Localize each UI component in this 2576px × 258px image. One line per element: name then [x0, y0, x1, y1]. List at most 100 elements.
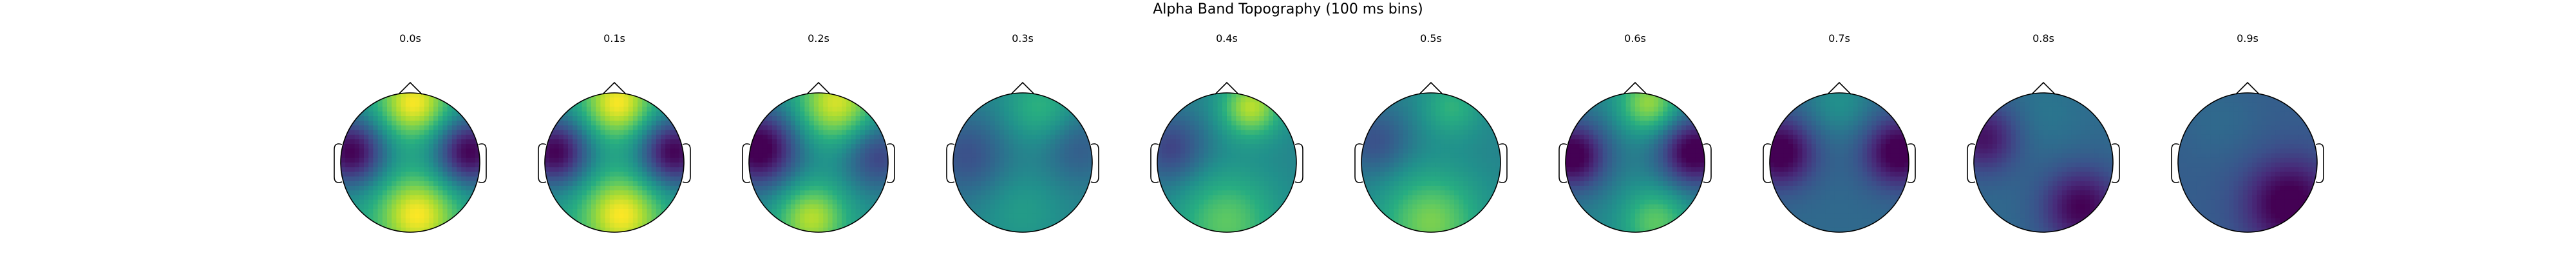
heatmap-cell	[1189, 121, 1195, 126]
heatmap-cell	[470, 102, 476, 108]
heatmap-cell	[1157, 218, 1162, 224]
heatmap-cell	[1208, 204, 1213, 210]
heatmap-cell	[661, 111, 666, 117]
heatmap-cell	[1064, 199, 1070, 205]
heatmap-cell	[1421, 125, 1427, 131]
heatmap-cell	[605, 116, 611, 121]
heatmap-cell	[962, 204, 968, 210]
heatmap-cell	[1041, 153, 1046, 159]
heatmap-cell	[1255, 153, 1260, 159]
heatmap-cell	[410, 190, 415, 195]
heatmap-cell	[1412, 97, 1417, 103]
heatmap-cell	[1180, 218, 1186, 224]
heatmap-cell	[428, 163, 434, 168]
heatmap-cell	[832, 157, 838, 163]
heatmap-cell	[387, 163, 392, 168]
heatmap-cell	[1189, 139, 1195, 144]
heatmap-cell	[758, 125, 764, 131]
heatmap-cell	[1064, 186, 1070, 191]
heatmap-cell	[470, 97, 476, 103]
heatmap-cell	[563, 181, 569, 186]
heatmap-cell	[855, 139, 861, 144]
heatmap-cell	[1055, 190, 1061, 195]
heatmap-cell	[1435, 106, 1441, 112]
heatmap-cell	[1046, 134, 1051, 140]
heatmap-cell	[1385, 148, 1390, 154]
heatmap-cell	[401, 218, 406, 224]
heatmap-cell	[1495, 121, 1501, 126]
heatmap-cell	[1185, 227, 1190, 232]
heatmap-cell	[350, 218, 355, 224]
heatmap-cell	[573, 134, 578, 140]
heatmap-cell	[855, 130, 861, 135]
heatmap-cell	[1213, 111, 1218, 117]
heatmap-cell	[795, 139, 800, 144]
heatmap-cell	[883, 111, 888, 117]
heatmap-cell	[614, 213, 620, 219]
heatmap-cell	[568, 181, 573, 186]
heatmap-cell	[1189, 153, 1195, 159]
heatmap-cell	[767, 223, 773, 228]
heatmap-cell	[1069, 218, 1074, 224]
heatmap-cell	[1036, 157, 1042, 163]
heatmap-cell	[832, 195, 838, 201]
heatmap-cell	[1078, 181, 1084, 186]
heatmap-cell	[364, 153, 369, 159]
heatmap-cell	[953, 153, 958, 159]
heatmap-cell	[651, 97, 657, 103]
heatmap-cell	[1482, 139, 1487, 144]
heatmap-cell	[1185, 186, 1190, 191]
heatmap-cell	[679, 209, 684, 214]
heatmap-cell	[1204, 199, 1209, 205]
heatmap-cell	[753, 93, 759, 98]
heatmap-cell	[419, 218, 425, 224]
heatmap-cell	[749, 157, 754, 163]
heatmap-cell	[377, 121, 383, 126]
heatmap-cell	[382, 97, 388, 103]
heatmap-cell	[438, 218, 443, 224]
heatmap-cell	[638, 176, 643, 182]
heatmap-cell	[1370, 148, 1376, 154]
heatmap-cell	[354, 144, 360, 149]
heatmap-cell	[846, 125, 851, 131]
heatmap-cell	[994, 116, 1000, 121]
heatmap-cell	[1004, 157, 1009, 163]
heatmap-cell	[1227, 116, 1232, 121]
heatmap-cell	[665, 144, 670, 149]
heatmap-cell	[1018, 130, 1023, 135]
heatmap-cell	[1180, 121, 1186, 126]
heatmap-cell	[1389, 93, 1394, 98]
heatmap-cell	[753, 172, 759, 177]
heatmap-cell	[1426, 121, 1432, 126]
heatmap-cell	[461, 102, 466, 108]
heatmap-cell	[1255, 93, 1260, 98]
heatmap-cell	[600, 172, 606, 177]
heatmap-cell	[1009, 213, 1014, 219]
heatmap-cell	[661, 125, 666, 131]
heatmap-cell	[1194, 153, 1200, 159]
heatmap-cell	[804, 186, 810, 191]
heatmap-cell	[1431, 157, 1436, 163]
heatmap-cell	[813, 223, 819, 228]
heatmap-cell	[1175, 195, 1181, 201]
heatmap-cell	[1482, 102, 1487, 108]
heatmap-cell	[609, 163, 615, 168]
heatmap-cell	[665, 199, 670, 205]
heatmap-cell	[758, 144, 764, 149]
heatmap-cell	[1227, 204, 1232, 210]
heatmap-cell	[451, 204, 457, 210]
heatmap-cell	[1255, 172, 1260, 177]
heatmap-cell	[591, 144, 596, 149]
heatmap-cell	[368, 157, 374, 163]
heatmap-cell	[1059, 199, 1065, 205]
heatmap-cell	[1361, 111, 1367, 117]
heatmap-cell	[568, 157, 573, 163]
heatmap-cell	[466, 195, 471, 201]
heatmap-cell	[1027, 199, 1032, 205]
heatmap-cell	[605, 209, 611, 214]
heatmap-cell	[753, 102, 759, 108]
heatmap-cell	[790, 97, 796, 103]
heatmap-cell	[1194, 190, 1200, 195]
heatmap-cell	[341, 227, 346, 232]
heatmap-cell	[846, 102, 851, 108]
